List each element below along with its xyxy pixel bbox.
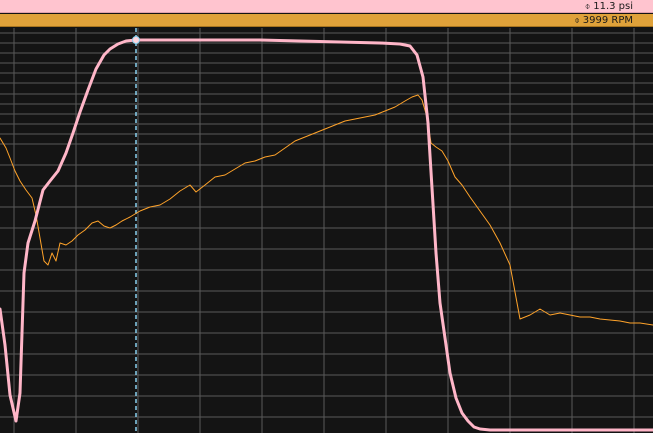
- series-line-boost: [0, 38, 653, 432]
- rpm-readout: ⌽ 3999 RPM: [574, 14, 633, 27]
- plot-background: [0, 28, 653, 433]
- rpm-legend-bar[interactable]: ⌽ 3999 RPM: [0, 14, 653, 27]
- rpm-readout-value: 3999 RPM: [582, 15, 633, 26]
- boost-legend-bar[interactable]: ⌽ 11.3 psi: [0, 0, 653, 13]
- series-layer: [0, 38, 653, 432]
- boost-readout: ⌽ 11.3 psi: [585, 0, 633, 13]
- series-line-rpm: [0, 94, 653, 326]
- clock-icon: ⌽: [574, 16, 580, 26]
- cursor-point: [132, 36, 140, 44]
- log-plot[interactable]: [0, 28, 653, 433]
- boost-readout-value: 11.3 psi: [593, 1, 633, 12]
- clock-icon: ⌽: [584, 2, 591, 12]
